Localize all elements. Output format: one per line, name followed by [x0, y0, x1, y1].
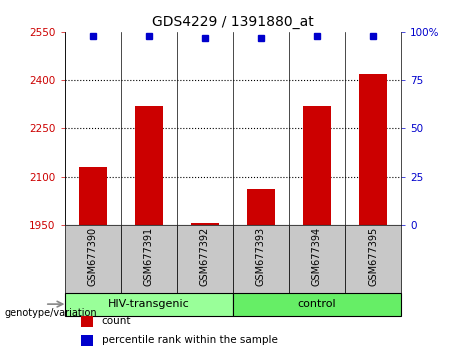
Bar [191, 223, 219, 225]
Bar [289, 225, 345, 292]
Text: GSM677391: GSM677391 [144, 227, 154, 286]
Bar [65, 225, 121, 292]
Bar [345, 225, 401, 292]
Text: percentile rank within the sample: percentile rank within the sample [101, 335, 278, 346]
Bar [247, 189, 275, 225]
Text: GSM677395: GSM677395 [368, 227, 378, 286]
Bar [233, 225, 289, 292]
Text: genotype/variation: genotype/variation [5, 308, 97, 318]
Bar [135, 106, 163, 225]
Text: control: control [298, 299, 336, 309]
Text: count: count [101, 316, 131, 326]
Text: HIV-transgenic: HIV-transgenic [108, 299, 189, 309]
Bar [303, 106, 331, 225]
Bar [121, 225, 177, 292]
Bar [82, 335, 93, 346]
Text: GSM677394: GSM677394 [312, 227, 322, 286]
Text: GSM677393: GSM677393 [256, 227, 266, 286]
Bar [82, 316, 93, 327]
Text: GSM677390: GSM677390 [88, 227, 98, 286]
Title: GDS4229 / 1391880_at: GDS4229 / 1391880_at [152, 16, 313, 29]
Bar [177, 225, 233, 292]
Bar [233, 292, 401, 316]
Bar [78, 167, 106, 225]
Bar [359, 74, 387, 225]
Text: GSM677392: GSM677392 [200, 227, 210, 286]
Bar [65, 292, 233, 316]
